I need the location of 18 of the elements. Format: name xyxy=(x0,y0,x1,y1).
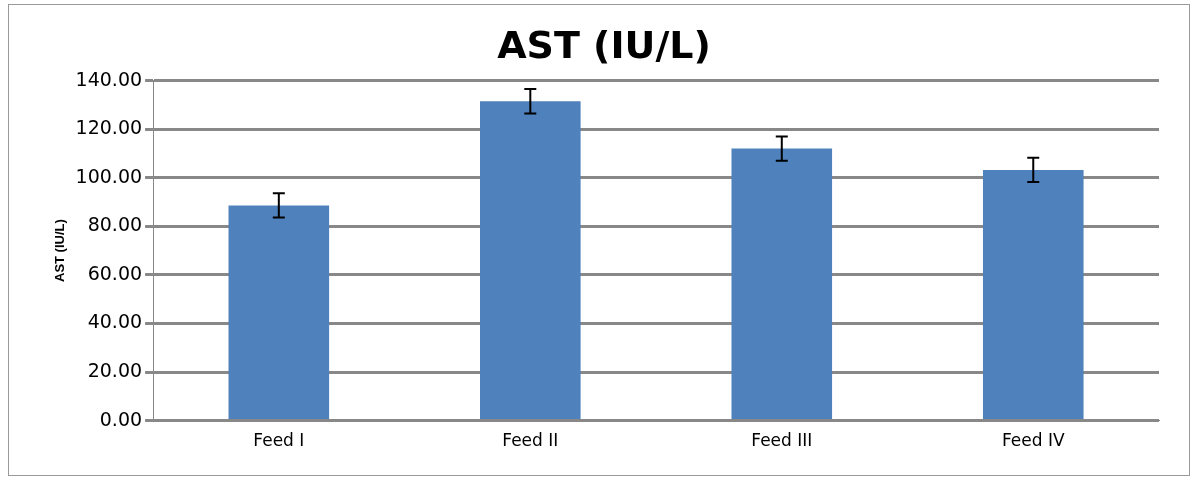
x-tick-label: Feed II xyxy=(502,430,559,451)
y-tick-label: 80.00 xyxy=(87,213,143,236)
y-tick-label: 120.00 xyxy=(75,116,143,139)
x-tick-label: Feed IV xyxy=(1001,430,1065,451)
y-tick-label: 100.00 xyxy=(75,164,143,187)
y-tick-label: 140.00 xyxy=(75,67,143,90)
bar xyxy=(480,101,581,420)
bar xyxy=(731,148,833,420)
x-tick-label: Feed III xyxy=(751,430,813,451)
chart-title: AST (IU/L) xyxy=(497,22,711,67)
bar xyxy=(228,205,330,420)
y-axis-title: AST (IU/L) xyxy=(52,219,68,283)
y-tick-label: 0.00 xyxy=(99,407,143,430)
y-tick-label: 60.00 xyxy=(87,261,143,284)
y-tick-label: 20.00 xyxy=(87,358,143,381)
bar xyxy=(982,169,1084,420)
y-tick-label: 40.00 xyxy=(87,310,143,333)
x-tick-label: Feed I xyxy=(253,430,305,451)
